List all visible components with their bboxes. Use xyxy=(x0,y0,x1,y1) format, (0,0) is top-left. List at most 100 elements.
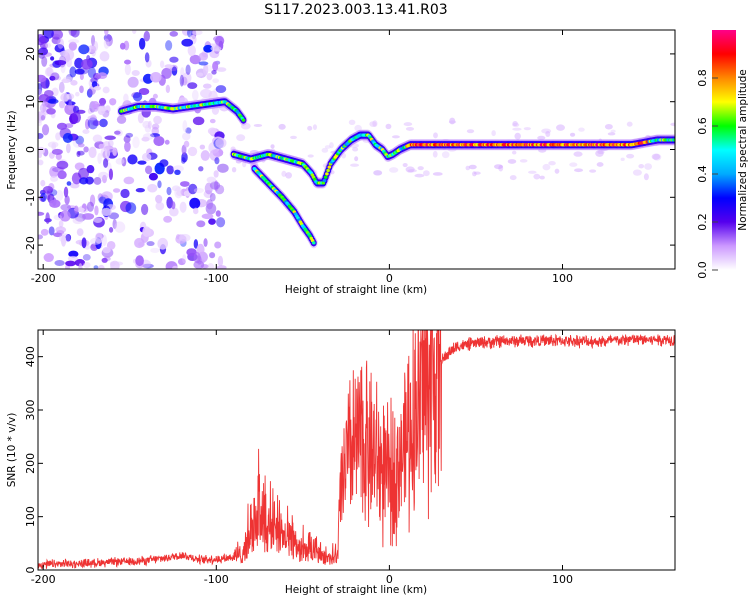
heatmap-noise-cell xyxy=(131,69,140,76)
heatmap-noise-cell xyxy=(100,208,112,217)
heatmap-noise-cell xyxy=(98,97,107,106)
heatmap-noise-cell xyxy=(206,73,213,81)
heatmap-noise-cell xyxy=(47,141,59,148)
heatmap-noise-cell xyxy=(93,41,99,52)
heatmap-noise-cell xyxy=(405,126,415,131)
heatmap-noise-cell xyxy=(182,254,187,264)
heatmap-noise-cell xyxy=(141,203,149,216)
heatmap-noise-cell xyxy=(58,100,66,109)
heatmap-noise-cell xyxy=(40,192,47,203)
heatmap-noise-cell xyxy=(181,76,188,86)
heatmap-noise-cell xyxy=(214,180,219,192)
heatmap-noise-cell xyxy=(87,117,99,130)
heatmap-noise-cell xyxy=(43,30,54,39)
heatmap-noise-cell xyxy=(182,132,191,141)
heatmap-noise-cell xyxy=(142,226,152,237)
colorbar-gradient xyxy=(712,30,736,270)
heatmap-noise-cell xyxy=(403,122,413,127)
heatmap-noise-cell xyxy=(68,41,77,51)
heatmap-noise-cell xyxy=(468,164,477,170)
heatmap-noise-cell xyxy=(533,173,541,180)
heatmap-noise-cell xyxy=(75,91,80,97)
heatmap-noise-cell xyxy=(41,56,48,67)
heatmap-noise-cell xyxy=(514,132,521,140)
heatmap-noise-cell xyxy=(153,115,162,125)
heatmap-noise-cell xyxy=(86,88,93,98)
heatmap-noise-cell xyxy=(449,117,456,125)
heatmap-noise-cell xyxy=(50,72,60,81)
heatmap-noise-cell xyxy=(169,207,179,217)
heatmap-noise-cell xyxy=(574,168,584,173)
heatmap-noise-cell xyxy=(193,187,204,194)
y-tick-label: 300 xyxy=(24,400,37,421)
heatmap-noise-cell xyxy=(55,189,64,201)
heatmap-noise-cell xyxy=(147,120,152,129)
heatmap-noise-cell xyxy=(528,170,537,174)
heatmap-noise-cell xyxy=(199,144,206,150)
heatmap-noise-cell xyxy=(135,255,144,267)
heatmap-noise-cell xyxy=(53,232,63,238)
heatmap-noise-cell xyxy=(62,76,73,82)
heatmap-noise-cell xyxy=(155,201,165,211)
heatmap-noise-cell xyxy=(61,234,67,247)
y-tick-label: 100 xyxy=(24,506,37,527)
heatmap-noise-cell xyxy=(114,221,126,233)
heatmap-noise-cell xyxy=(50,56,55,61)
heatmap-noise-cell xyxy=(109,261,116,267)
x-tick-label: 0 xyxy=(386,573,393,586)
heatmap-noise-cell xyxy=(198,61,209,66)
heatmap-noise-cell xyxy=(68,39,80,44)
heatmap-noise-cell xyxy=(538,148,547,153)
heatmap-noise-cell xyxy=(78,263,83,269)
heatmap-noise-cell xyxy=(41,101,48,107)
heatmap-ridge-core xyxy=(311,241,316,245)
heatmap-noise-cell xyxy=(60,62,66,74)
heatmap-noise-cell xyxy=(573,151,583,157)
heatmap-noise-cell xyxy=(40,228,49,236)
heatmap-noise-cell xyxy=(610,129,616,133)
heatmap-noise-cell xyxy=(203,238,208,247)
heatmap-noise-cell xyxy=(182,120,188,133)
heatmap-noise-cell xyxy=(153,136,165,147)
heatmap-noise-cell xyxy=(91,81,98,88)
heatmap-noise-cell xyxy=(38,159,44,166)
heatmap-noise-cell xyxy=(211,105,220,115)
heatmap-noise-cell xyxy=(183,140,190,148)
heatmap-noise-cell xyxy=(466,129,475,134)
heatmap-noise-cell xyxy=(539,175,545,180)
heatmap-noise-cell xyxy=(171,185,181,192)
heatmap-noise-cell xyxy=(542,163,551,171)
y-tick-label: 200 xyxy=(24,453,37,474)
heatmap-noise-cell xyxy=(423,170,430,177)
heatmap-noise-cell xyxy=(57,170,67,180)
heatmap-noise-cell xyxy=(473,171,481,175)
heatmap-noise-cell xyxy=(186,248,197,257)
heatmap-noise-cell xyxy=(281,170,287,177)
heatmap-noise-cell xyxy=(230,146,236,152)
heatmap-noise-cell xyxy=(174,169,181,175)
heatmap-noise-cell xyxy=(45,212,50,225)
heatmap-noise-cell xyxy=(253,123,263,127)
heatmap-noise-cell xyxy=(152,93,158,99)
heatmap-noise-cell xyxy=(203,63,209,76)
colorbar-label: Normalized spectral amplitude xyxy=(737,69,749,230)
heatmap-noise-cell xyxy=(93,265,99,269)
heatmap-noise-cell xyxy=(214,241,222,249)
heatmap-noise-cell xyxy=(349,143,359,149)
heatmap-noise-cell xyxy=(109,98,117,106)
heatmap-noise-cell xyxy=(69,66,77,78)
heatmap-noise-cell xyxy=(56,160,69,170)
heatmap-noise-cell xyxy=(71,111,82,124)
heatmap-noise-cell xyxy=(215,85,227,94)
heatmap-noise-cell xyxy=(236,134,246,142)
heatmap-noise-cell xyxy=(38,121,43,127)
heatmap-noise-cell xyxy=(164,139,170,145)
heatmap-noise-cell xyxy=(64,195,70,205)
heatmap-noise-cell xyxy=(64,103,77,116)
heatmap-noise-cell xyxy=(407,169,417,173)
heatmap-noise-cell xyxy=(512,122,520,127)
heatmap-noise-cell xyxy=(164,64,174,69)
heatmap-noise-cell xyxy=(54,60,67,66)
heatmap-noise-cell xyxy=(125,202,137,214)
heatmap-noise-cell xyxy=(50,175,59,182)
